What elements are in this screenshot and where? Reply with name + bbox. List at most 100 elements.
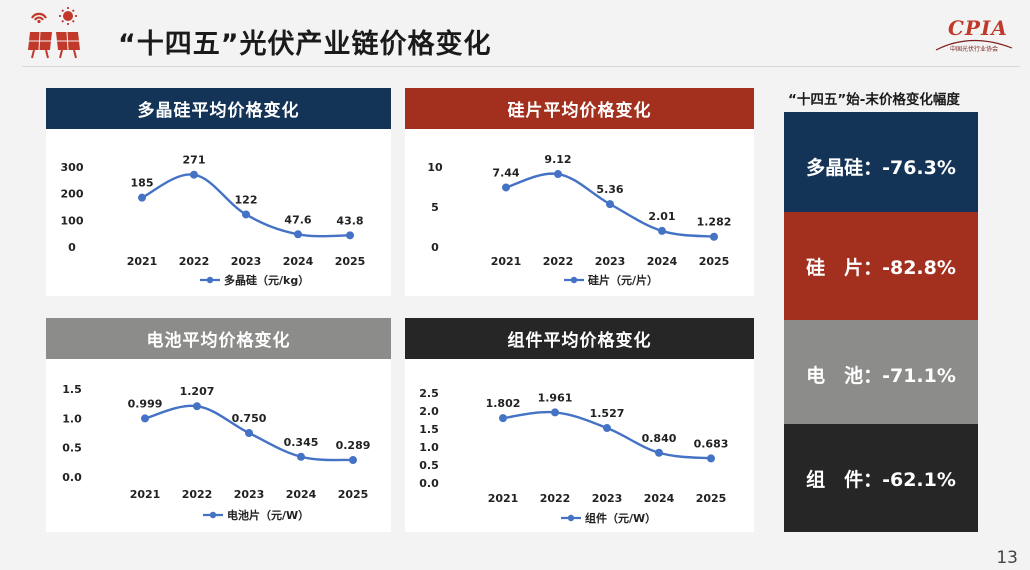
legend-label: 硅片（元/片） [588,273,658,287]
y-tick-label: 300 [61,161,84,174]
chart-title: 多晶硅平均价格变化 [46,88,391,129]
chart-title: 电池平均价格变化 [46,318,391,359]
data-point [245,429,253,437]
legend-marker-icon [206,276,214,284]
legend-label: 电池片（元/W） [227,508,309,522]
data-label: 5.36 [596,183,623,196]
y-tick-label: 1.0 [62,412,82,425]
data-point [551,408,559,417]
data-label: 1.527 [590,407,625,420]
summary-polysilicon: 多晶硅：-76.3% [784,112,978,220]
data-label: 185 [131,177,154,190]
legend: 硅片（元/片） [564,273,658,287]
data-point [710,232,718,241]
data-point [707,454,715,463]
x-tick-label: 2022 [179,255,210,268]
x-tick-label: 2022 [543,255,574,268]
x-tick-label: 2023 [595,255,626,268]
legend-label: 多晶硅（元/kg） [224,273,309,287]
x-tick-label: 2025 [335,255,366,268]
polysilicon-price-chart: 0 100 200 300 2021 2022 2023 2024 2025 185 271 122 4… [61,154,366,287]
cpia-logo: CPIA 中国光伏行业协会 [926,10,1016,60]
data-point [297,452,305,461]
data-point [658,226,666,235]
x-tick-label: 2021 [127,255,158,268]
x-tick-label: 2021 [491,255,522,268]
data-point [499,414,507,423]
x-tick-label: 2021 [488,492,519,505]
module-chart-panel: 组件平均价格变化 0.0 0.5 1.0 1.5 2.0 2.5 2021 2022 2023 2… [405,318,754,532]
y-tick-label: 200 [61,188,84,201]
data-label: 271 [183,154,206,167]
page-title: “十四五”光伏产业链价格变化 [118,29,492,60]
x-tick-label: 2022 [540,492,571,505]
data-label: 1.802 [486,397,521,410]
x-tick-label: 2024 [644,492,675,505]
cell-chart-panel: 电池平均价格变化 0.0 0.5 1.0 1.5 2021 2022 2023 2024 202… [46,318,391,532]
x-tick-label: 2025 [699,255,730,268]
data-label: 47.6 [284,213,311,226]
data-point [349,456,357,465]
wafer-price-chart: 0 5 10 2021 2022 2023 2024 2025 7.44 9.12 5.36 2.01… [427,153,732,287]
page-number: 13 [996,548,1018,568]
data-label: 9.12 [544,153,571,166]
data-point [346,231,354,240]
x-tick-label: 2021 [130,488,161,501]
y-tick-label: 0.5 [419,459,439,472]
data-label: 43.8 [336,214,363,227]
y-tick-label: 2.5 [419,387,439,400]
y-tick-label: 1.5 [419,423,439,436]
data-label: 0.750 [232,412,267,425]
x-tick-label: 2022 [182,488,213,501]
data-label: 0.999 [128,397,163,410]
data-point [242,210,250,219]
data-point [138,193,146,202]
x-tick-label: 2024 [283,255,314,268]
module-price-chart: 0.0 0.5 1.0 1.5 2.0 2.5 2021 2022 2023 2024 2025 1.… [419,387,729,525]
summary-title: “十四五”始-末价格变化幅度 [788,92,960,108]
summary-cell: 电 池：-71.1% [784,320,978,428]
data-point [190,170,198,179]
x-tick-label: 2023 [234,488,265,501]
legend-marker-icon [567,514,575,522]
solar-panel-logo-icon [24,6,84,60]
y-tick-label: 1.0 [419,441,439,454]
legend: 组件（元/W） [561,511,656,525]
data-label: 0.683 [694,437,729,450]
y-tick-label: 0.5 [62,442,82,455]
data-point [193,402,201,411]
x-tick-label: 2025 [696,492,727,505]
x-tick-label: 2025 [338,488,369,501]
data-point [655,448,663,457]
data-label: 0.840 [642,432,677,445]
y-tick-label: 10 [427,161,443,174]
cpia-logo-subtext: 中国光伏行业协会 [950,46,999,53]
data-label: 1.961 [538,391,573,404]
chart-title: 组件平均价格变化 [405,318,754,359]
legend-marker-icon [570,276,578,284]
y-tick-label: 0.0 [419,477,439,490]
y-tick-label: 2.0 [419,405,439,418]
y-tick-label: 0 [68,241,76,254]
data-point [554,170,562,179]
legend: 多晶硅（元/kg） [200,273,309,287]
data-point [294,230,302,239]
x-tick-label: 2024 [286,488,317,501]
data-label: 1.282 [697,216,732,229]
data-label: 0.289 [336,439,371,452]
wafer-chart-panel: 硅片平均价格变化 0 5 10 2021 2022 2023 2024 2025 7.44 9.1… [405,88,754,296]
data-point [606,200,614,209]
summary-wafer: 硅 片：-82.8% [784,212,978,320]
data-label: 1.207 [180,385,215,398]
legend-label: 组件（元/W） [585,511,656,525]
data-label: 7.44 [492,166,519,179]
legend-marker-icon [209,511,217,519]
data-label: 2.01 [648,210,675,223]
chart-title: 硅片平均价格变化 [405,88,754,129]
cpia-logo-text: CPIA [948,16,1008,40]
data-point [141,414,149,423]
x-tick-label: 2023 [231,255,262,268]
y-tick-label: 100 [61,214,84,227]
y-tick-label: 1.5 [62,383,82,396]
y-tick-label: 5 [431,201,439,214]
